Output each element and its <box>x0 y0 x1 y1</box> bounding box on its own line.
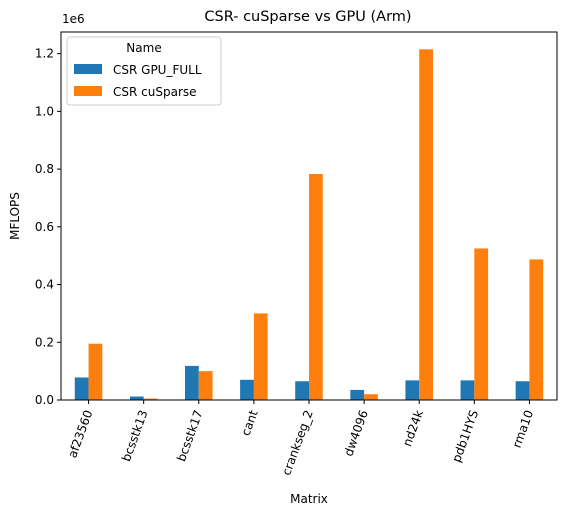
bar-cusparse-af23560 <box>88 343 103 400</box>
x-axis-label: Matrix <box>290 492 328 506</box>
legend-swatch-cusparse <box>74 86 102 96</box>
y-tick-label: 0.8 <box>35 162 54 176</box>
bar-cusparse-nd24k <box>419 49 433 400</box>
bar-cusparse-cant <box>253 313 268 400</box>
y-axis-label: MFLOPS <box>8 192 22 240</box>
x-tick-label: bcsstk17 <box>174 408 206 463</box>
plot-frame <box>60 31 558 401</box>
y-tick-label: 0.0 <box>35 393 54 407</box>
legend-label-gpu-full: CSR GPU_FULL <box>113 63 202 77</box>
x-tick-label: crankseg_2 <box>279 408 316 477</box>
x-tick-label: af23560 <box>65 408 95 460</box>
x-tick-label: nd24k <box>400 408 426 448</box>
x-tick-label: pdb1HYS <box>449 408 481 464</box>
y-tick-label: 0.2 <box>35 335 54 349</box>
bar-cusparse-dw4096 <box>364 394 378 400</box>
bar-gpu-full-nd24k <box>405 380 420 400</box>
y-offset-label: 1e6 <box>62 12 85 26</box>
legend-swatch-gpu-full <box>74 64 102 74</box>
y-tick-label: 1.0 <box>35 104 54 118</box>
bar-gpu-full-bcsstk13 <box>129 396 144 400</box>
legend-label-cusparse: CSR cuSparse <box>113 85 197 99</box>
chart-title: CSR- cuSparse vs GPU (Arm) <box>204 9 411 25</box>
y-axis: 0.0 0.2 0.4 0.6 0.8 1.0 1.2 <box>35 47 61 407</box>
bar-gpu-full-pdb1HYS <box>460 380 475 400</box>
y-tick-label: 1.2 <box>35 47 54 61</box>
bar-cusparse-bcsstk17 <box>198 371 213 400</box>
bar-cusparse-pdb1HYS <box>474 248 489 400</box>
y-tick-label: 0.6 <box>35 220 54 234</box>
x-tick-label: cant <box>239 408 261 438</box>
bar-gpu-full-cant <box>240 379 254 400</box>
bar-gpu-full-af23560 <box>74 377 89 400</box>
legend-title: Name <box>126 41 161 55</box>
bar-cusparse-crankseg_2 <box>309 174 323 400</box>
x-tick-label: rma10 <box>510 408 537 449</box>
bar-gpu-full-rma10 <box>515 381 530 400</box>
bar-cusparse-bcsstk13 <box>143 398 158 400</box>
x-axis: af23560 bcsstk13 bcsstk17 cant crankseg_2 dw4… <box>65 400 536 477</box>
bar-gpu-full-dw4096 <box>350 389 365 400</box>
bar-gpu-full-crankseg_2 <box>295 381 309 400</box>
x-tick-label: bcsstk13 <box>119 408 151 463</box>
bar-gpu-full-bcsstk17 <box>185 365 199 400</box>
legend-box <box>66 36 222 106</box>
legend: Name CSR GPU_FULL CSR cuSparse <box>66 36 222 106</box>
bar-cusparse-rma10 <box>529 259 544 400</box>
y-tick-label: 0.4 <box>35 278 54 292</box>
bars-group <box>74 49 544 400</box>
x-tick-label: dw4096 <box>341 408 371 458</box>
